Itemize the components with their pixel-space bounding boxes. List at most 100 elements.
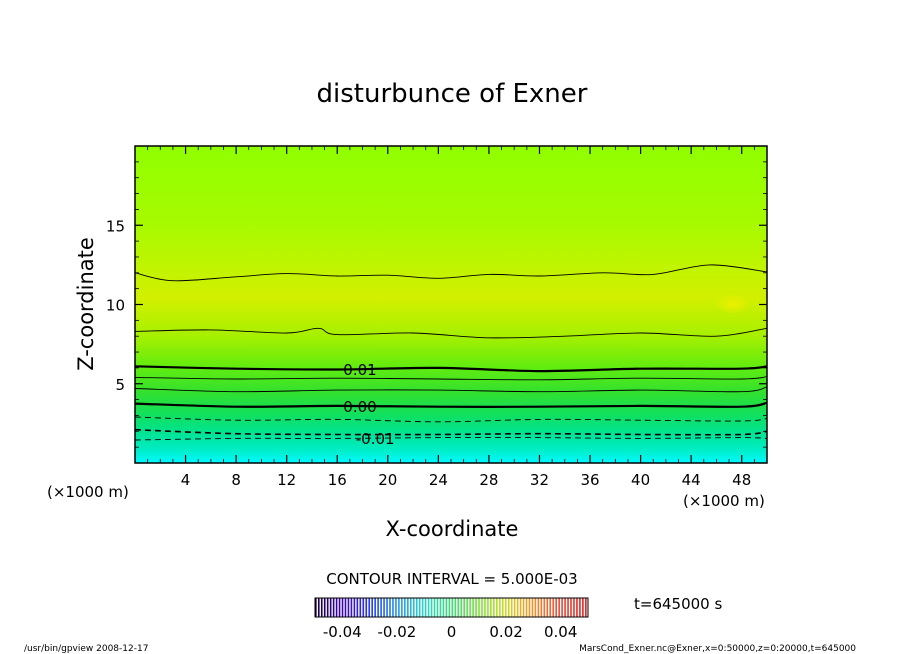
color-scale-stripe bbox=[469, 598, 471, 617]
color-scale-stripe bbox=[326, 598, 329, 617]
contour-line bbox=[135, 264, 767, 282]
color-scale-stripe bbox=[377, 598, 379, 617]
color-scale-stripe bbox=[519, 598, 522, 617]
color-scale-stripe bbox=[389, 598, 391, 617]
color-scale-stripe bbox=[433, 598, 436, 617]
color-scale-stripe bbox=[439, 598, 442, 617]
color-scale-stripe bbox=[537, 598, 540, 617]
color-scale-stripe bbox=[409, 598, 412, 617]
color-scale-stripe bbox=[323, 598, 326, 617]
x-tick-label: 8 bbox=[231, 471, 241, 489]
plot-area: -0.010.000.01 4 8 12 16 20 24 28 32 36 40 44 485101… bbox=[106, 145, 768, 489]
color-scale-stripe bbox=[493, 598, 495, 617]
x-tick-label: 20 bbox=[378, 471, 397, 489]
contour-label: 0.01 bbox=[343, 361, 376, 379]
color-scale-stripe bbox=[445, 598, 448, 617]
color-scale-stripe bbox=[380, 598, 382, 617]
color-scale-stripe bbox=[315, 598, 317, 617]
color-scale-tick-label: 0 bbox=[447, 623, 457, 641]
color-scale-stripe bbox=[573, 598, 575, 617]
color-scale-stripe bbox=[424, 598, 427, 617]
color-scale-stripe bbox=[359, 598, 362, 617]
color-scale-stripe bbox=[567, 598, 569, 617]
color-scale-stripe bbox=[501, 598, 504, 617]
x-tick-label: 16 bbox=[328, 471, 347, 489]
color-scale-stripe bbox=[404, 598, 406, 617]
x-tick-label: 12 bbox=[277, 471, 296, 489]
color-scale-stripe bbox=[481, 598, 483, 617]
contour-labels: -0.01 0.00 0.01 bbox=[343, 361, 395, 448]
color-scale-stripe bbox=[353, 598, 356, 617]
color-scale-stripe bbox=[362, 598, 365, 617]
color-scale-ticks: -0.04 -0.02 0 0.02 0.04 bbox=[323, 623, 578, 641]
color-scale-stripe bbox=[555, 598, 557, 617]
x-tick-label: 28 bbox=[479, 471, 498, 489]
color-scale-stripe bbox=[490, 598, 492, 617]
x-tick-label: 44 bbox=[682, 471, 701, 489]
x-tick-label: 36 bbox=[580, 471, 599, 489]
color-scale-stripe bbox=[525, 598, 528, 617]
color-scale-stripe bbox=[406, 598, 409, 617]
x-unit-right: (×1000 m) bbox=[683, 492, 765, 510]
color-scale-stripe bbox=[531, 598, 534, 617]
color-scale-stripe bbox=[418, 598, 421, 617]
contour-lines bbox=[135, 264, 767, 441]
color-scale-stripe bbox=[436, 598, 439, 617]
color-scale-stripe bbox=[549, 598, 552, 617]
contour-interval: CONTOUR INTERVAL = 5.000E-03 bbox=[326, 570, 577, 588]
color-scale-stripe bbox=[576, 598, 578, 617]
contour-line bbox=[135, 437, 767, 441]
color-scale-stripe bbox=[368, 598, 371, 617]
color-scale-stripe bbox=[365, 598, 368, 617]
color-scale-stripe bbox=[392, 598, 394, 617]
color-scale-stripe bbox=[383, 598, 385, 617]
contour-line bbox=[135, 386, 767, 393]
color-scale-tick-label: -0.04 bbox=[323, 623, 362, 641]
color-scale-stripe bbox=[582, 598, 584, 617]
x-tick-label: 4 bbox=[181, 471, 191, 489]
color-scale-stripe bbox=[338, 598, 341, 617]
color-scale-stripe bbox=[463, 598, 466, 617]
contour-line bbox=[135, 365, 767, 373]
color-scale-tick-label: -0.02 bbox=[377, 623, 416, 641]
color-scale-stripe bbox=[454, 598, 457, 617]
x-unit-left: (×1000 m) bbox=[47, 483, 129, 501]
contour-line bbox=[135, 376, 767, 381]
color-scale-stripe bbox=[341, 598, 344, 617]
color-scale-stripe bbox=[374, 598, 376, 617]
color-scale-stripe bbox=[510, 598, 513, 617]
color-scale-stripe bbox=[317, 598, 320, 617]
color-field bbox=[135, 146, 767, 463]
color-scale-stripe bbox=[528, 598, 531, 617]
color-scale-stripe bbox=[507, 598, 510, 617]
contour-label: 0.00 bbox=[343, 398, 376, 416]
color-scale-stripe bbox=[371, 598, 374, 617]
color-scale-stripe bbox=[329, 598, 332, 617]
color-scale-stripe bbox=[561, 598, 563, 617]
color-scale-stripe bbox=[558, 598, 560, 617]
color-scale-stripe bbox=[478, 598, 480, 617]
color-scale-stripe bbox=[534, 598, 537, 617]
color-scale-stripe bbox=[430, 598, 433, 617]
color-scale-stripe bbox=[335, 598, 338, 617]
contour-label: -0.01 bbox=[356, 430, 395, 448]
color-scale-stripe bbox=[427, 598, 430, 617]
color-scale-stripe bbox=[540, 598, 543, 617]
footer-left: /usr/bin/gpview 2008-12-17 bbox=[24, 644, 148, 654]
y-tick-label: 10 bbox=[106, 297, 125, 315]
color-scale-stripe bbox=[356, 598, 359, 617]
contour-line bbox=[135, 327, 767, 339]
color-scale-stripe bbox=[398, 598, 400, 617]
color-scale-stripe bbox=[496, 598, 498, 617]
y-axis-label: Z-coordinate bbox=[74, 237, 98, 371]
contour-line bbox=[135, 428, 767, 436]
color-scale-bar: -0.04 -0.02 0 0.02 0.04 bbox=[314, 597, 589, 641]
color-scale-stripe bbox=[451, 598, 454, 617]
y-tick-label: 15 bbox=[106, 217, 125, 235]
color-scale-stripe bbox=[415, 598, 418, 617]
field-maximum-patch bbox=[715, 294, 751, 314]
color-scale-stripe bbox=[579, 598, 581, 617]
color-scale-stripe bbox=[484, 598, 486, 617]
